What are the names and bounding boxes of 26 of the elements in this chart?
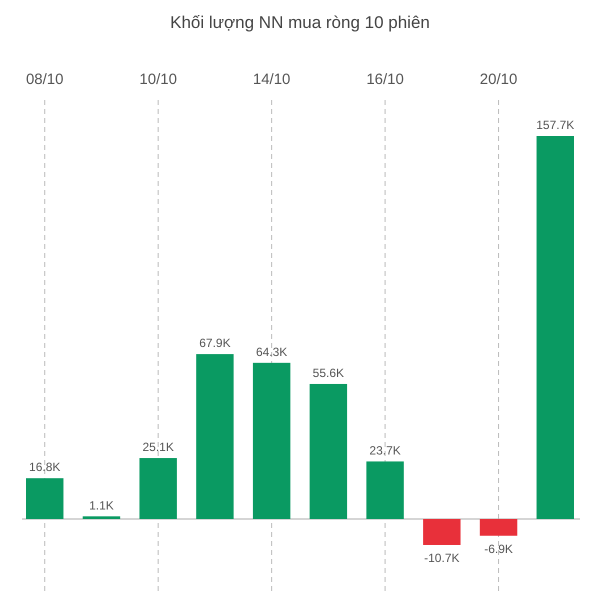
data-label: 157.7K xyxy=(536,118,574,132)
bar xyxy=(252,362,290,519)
x-tick-label: 08/10 xyxy=(26,71,64,88)
bar xyxy=(480,519,518,536)
x-tick-label: 14/10 xyxy=(252,71,290,88)
chart-title: Khối lượng NN mua ròng 10 phiên xyxy=(170,13,430,32)
x-tick-label: 20/10 xyxy=(480,71,518,88)
data-label: -6.9K xyxy=(484,542,513,556)
data-label: 67.9K xyxy=(199,336,231,350)
bar xyxy=(82,516,120,519)
data-label: 16.8K xyxy=(29,460,60,474)
bar xyxy=(536,136,574,519)
data-label: -10.7K xyxy=(424,550,460,565)
bar xyxy=(196,354,234,519)
data-label: 64.3K xyxy=(256,344,288,359)
data-label: 25.1K xyxy=(142,440,174,454)
x-tick-label: 16/10 xyxy=(366,71,404,88)
data-label: 23.7K xyxy=(369,443,401,458)
x-tick-label: 10/10 xyxy=(139,71,177,88)
bar xyxy=(423,519,461,545)
bar xyxy=(310,384,348,519)
bar xyxy=(366,461,404,519)
data-label: 55.6K xyxy=(312,366,344,380)
data-label: 1.1K xyxy=(89,498,114,512)
bar xyxy=(139,458,177,519)
bar xyxy=(26,478,64,519)
